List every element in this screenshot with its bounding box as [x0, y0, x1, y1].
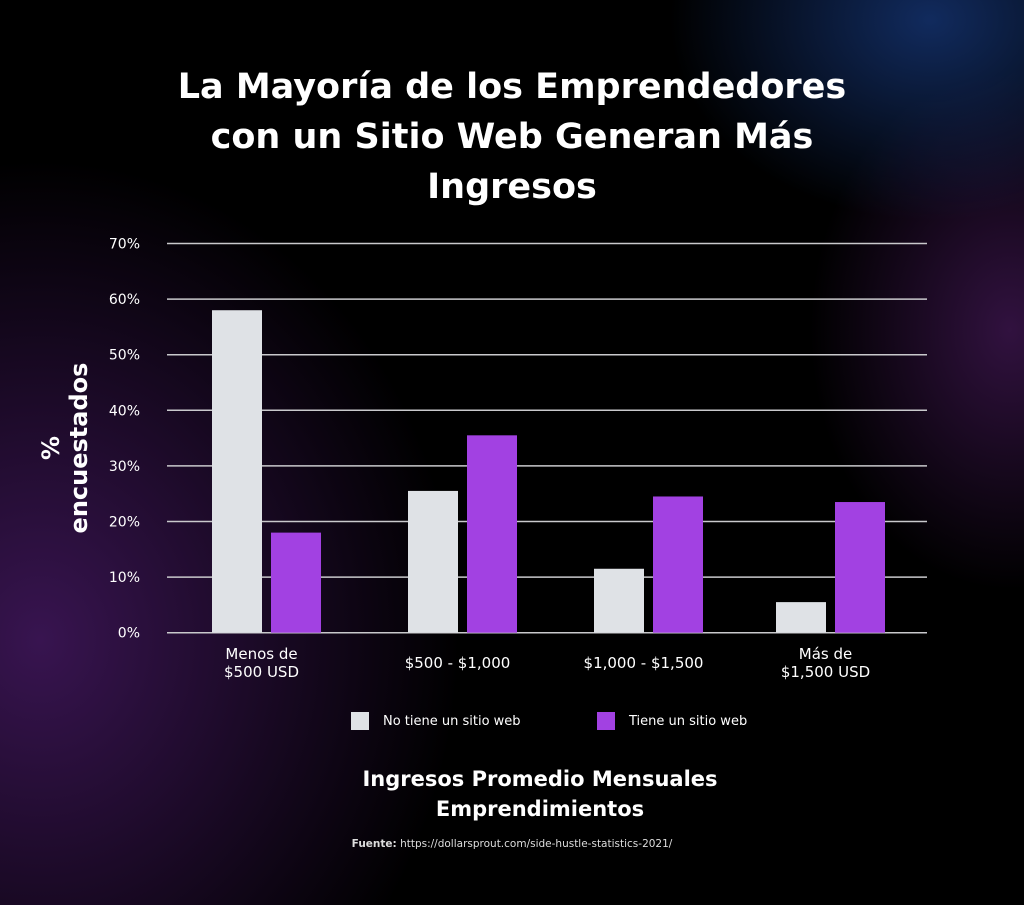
- y-tick-label: 20%: [109, 515, 140, 531]
- y-tick-label: 70%: [109, 237, 140, 253]
- title-line: La Mayoría de los Emprendedores: [177, 67, 847, 107]
- legend-label: Tiene un sitio web: [629, 713, 748, 729]
- x-axis-label: Ingresos Promedio Mensuales Emprendimien…: [0, 764, 1024, 824]
- legend-label: No tiene un sitio web: [383, 713, 521, 729]
- legend-item: No tiene un sitio web: [351, 712, 521, 730]
- source-label: Fuente:: [351, 838, 397, 850]
- x-tick-line: Menos de: [225, 645, 298, 663]
- source-note: Fuente: https://dollarsprout.com/side-hu…: [0, 838, 1024, 850]
- x-tick-label: $1,000 - $1,500: [564, 654, 724, 672]
- bar-has-website: [271, 532, 321, 633]
- bar-no-website: [212, 310, 262, 633]
- x-tick-line: $1,000 - $1,500: [583, 654, 704, 672]
- bar-has-website: [835, 502, 885, 633]
- bar-has-website: [467, 435, 517, 633]
- y-tick-label: 10%: [109, 570, 140, 586]
- y-tick-label: 60%: [109, 292, 140, 308]
- title-line: Ingresos: [427, 167, 597, 207]
- x-tick-line: $500 - $1,000: [404, 654, 511, 672]
- legend-swatch: [597, 712, 615, 730]
- y-tick-label: 50%: [109, 348, 140, 364]
- title-line: con un Sitio Web Generan Más: [210, 117, 814, 157]
- y-tick-label: 0%: [118, 626, 140, 642]
- chart-title: La Mayoría de los Emprendedores con un S…: [0, 62, 1024, 212]
- x-tick-line: Más de: [798, 645, 853, 663]
- bar-no-website: [776, 602, 826, 633]
- bar-no-website: [594, 568, 644, 633]
- x-tick-label: Menos de $500 USD: [182, 645, 342, 681]
- source-url[interactable]: https://dollarsprout.com/side-hustle-sta…: [400, 838, 673, 850]
- x-tick-line: $1,500 USD: [780, 663, 871, 681]
- x-tick-line: $500 USD: [224, 663, 299, 681]
- x-label-line: Emprendimientos: [435, 797, 645, 821]
- x-tick-label: Más de $1,500 USD: [746, 645, 906, 681]
- x-label-line: Ingresos Promedio Mensuales: [362, 767, 718, 791]
- y-tick-label: 40%: [109, 403, 140, 419]
- y-tick-label: 30%: [109, 459, 140, 475]
- bar-no-website: [408, 490, 458, 633]
- bar-has-website: [653, 496, 703, 633]
- legend-item: Tiene un sitio web: [597, 712, 747, 730]
- x-tick-label: $500 - $1,000: [378, 654, 538, 672]
- legend-swatch: [351, 712, 369, 730]
